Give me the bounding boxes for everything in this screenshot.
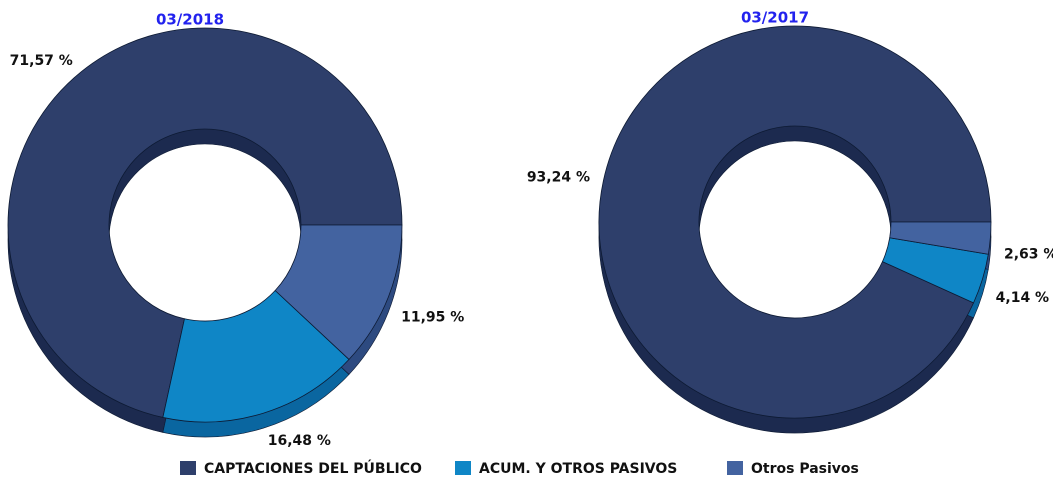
chart-title: 03/2018 (156, 11, 224, 29)
legend-swatch (455, 461, 471, 475)
legend-label: ACUM. Y OTROS PASIVOS (479, 461, 677, 477)
slice (274, 224, 403, 360)
legend-swatch (727, 461, 743, 475)
slice (598, 25, 992, 419)
chart-title: 03/2017 (741, 9, 809, 27)
data-label: 93,24 % (527, 170, 590, 186)
slice (162, 289, 350, 423)
legend-label: Otros Pasivos (751, 461, 859, 477)
data-label: 71,57 % (10, 53, 73, 69)
data-label: 2,63 % (1004, 246, 1053, 262)
slice (889, 221, 992, 255)
legend-label: CAPTACIONES DEL PÚBLICO (204, 459, 422, 477)
legend-swatch (180, 461, 196, 475)
data-label: 4,14 % (996, 290, 1049, 306)
data-label: 11,95 % (401, 309, 464, 325)
data-label: 16,48 % (268, 433, 331, 449)
slice (7, 27, 403, 418)
